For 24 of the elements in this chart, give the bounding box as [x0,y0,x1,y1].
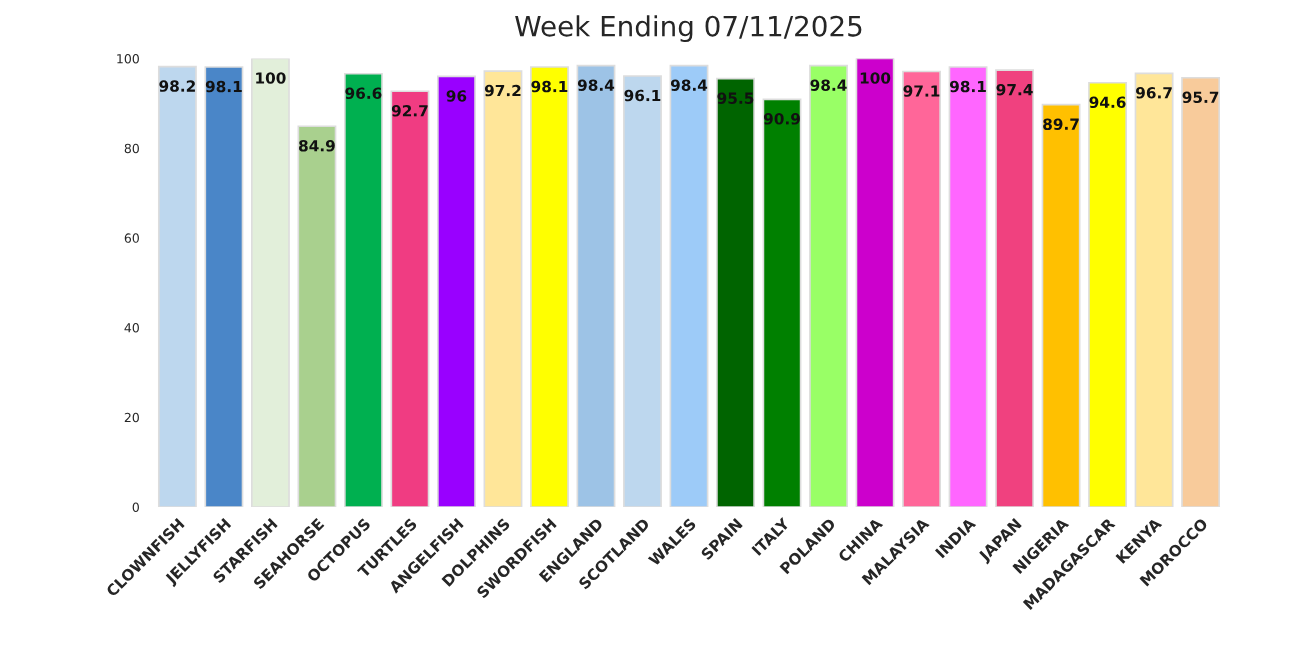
bar [297,125,337,507]
bar [995,69,1034,507]
bar [204,66,244,507]
bar [855,58,895,507]
bar [716,77,755,507]
bar [762,98,802,507]
bar [809,64,848,507]
bar [437,75,476,507]
bar [623,75,662,507]
bar [530,66,569,507]
bar [902,70,941,507]
bar [1134,72,1174,507]
bar [390,90,430,507]
chart-title: Week Ending 07/11/2025 [515,15,862,43]
bar [669,64,709,507]
bar [250,58,290,507]
bar [1041,103,1081,507]
bar [1181,76,1221,507]
bar [483,70,523,507]
bar [157,65,197,507]
bar [948,66,988,507]
bar [344,72,383,507]
bar [1088,81,1128,507]
bar [576,64,616,507]
